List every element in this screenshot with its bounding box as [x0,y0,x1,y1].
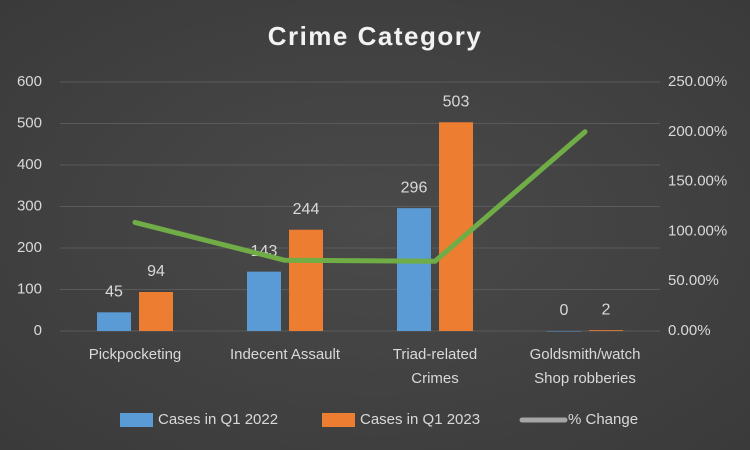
y-tick-label: 500 [17,114,42,131]
data-label: 244 [293,201,320,218]
legend-label: % Change [568,411,638,428]
legend-label: Cases in Q1 2023 [360,411,480,428]
bar [247,271,281,331]
bar [589,330,623,331]
y2-tick-label: 0.00% [668,322,711,339]
y-tick-label: 200 [17,239,42,256]
x-tick-label: Triad-related Crimes [392,346,478,387]
legend-swatch [322,413,355,427]
y2-tick-label: 50.00% [668,272,719,289]
x-tick-label: Pickpocketing [88,346,182,363]
x-tick-label: Indecent Assault [229,346,341,363]
bar [547,331,581,332]
data-label: 0 [560,302,569,319]
y2-tick-label: 250.00% [668,73,727,90]
data-label: 45 [105,284,123,301]
y-tick-label: 400 [17,156,42,173]
x-tick-label: Goldsmith/watch Shop robberies [529,346,641,387]
chart-title: Crime Category [268,21,483,51]
y2-tick-label: 100.00% [668,222,727,239]
bar [139,291,173,331]
y-tick-label: 100 [17,280,42,297]
data-label: 296 [401,179,428,196]
y2-tick-label: 200.00% [668,123,727,140]
bar [289,229,323,331]
y-tick-label: 300 [17,197,42,214]
data-label: 2 [602,301,611,318]
data-label: 94 [147,263,165,280]
legend-swatch [120,413,153,427]
line [132,129,588,264]
y-tick-label: 0 [34,322,42,339]
y-tick-label: 600 [17,73,42,90]
bar [439,122,473,331]
bar [97,312,131,331]
data-label: 503 [443,93,470,110]
legend-label: Cases in Q1 2022 [158,411,278,428]
y2-tick-label: 150.00% [668,173,727,190]
bar [397,208,431,331]
